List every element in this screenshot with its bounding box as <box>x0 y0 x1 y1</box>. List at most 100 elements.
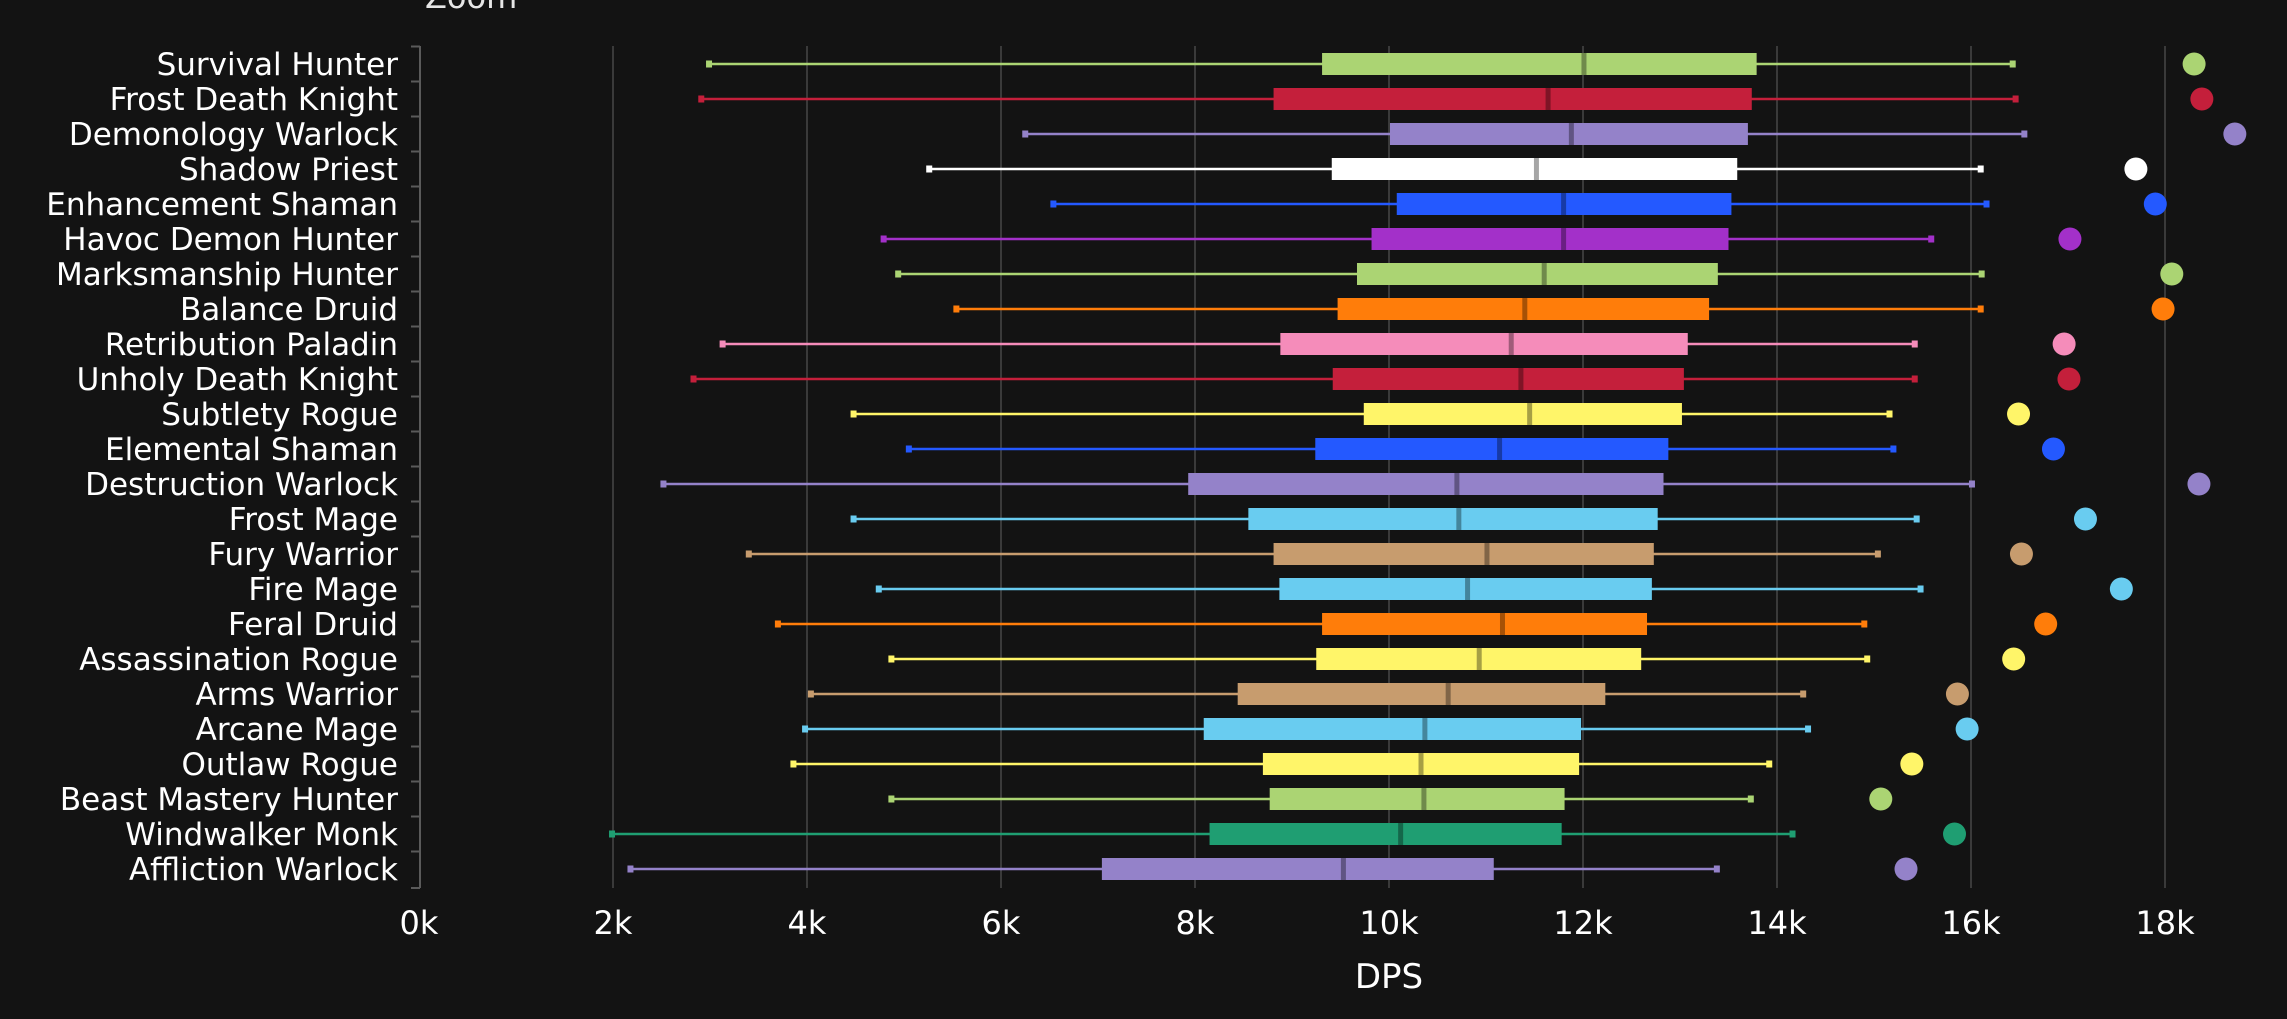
box-assassination-rogue <box>888 647 2026 671</box>
whisker-min-cap-fire-mage <box>875 585 882 593</box>
whisker-max-cap-frost-mage <box>1913 515 1920 523</box>
box-shadow-priest <box>926 157 2148 181</box>
median-mark-fury-warrior <box>1484 543 1490 565</box>
iqr-box-frost-mage <box>1248 508 1658 530</box>
whisker-max-cap-arcane-mage <box>1805 725 1812 733</box>
iqr-box-marksmanship-hunter <box>1356 263 1718 285</box>
iqr-box-beast-mastery-hunter <box>1269 788 1565 810</box>
whisker-max-cap-shadow-priest <box>1977 165 1984 173</box>
box-feral-druid <box>774 612 2058 636</box>
x-tick-labels: 0k 2k 4k 6k 8k 10k 12k 14k 16k 18k <box>400 904 2196 942</box>
category-label-arms-warrior: Arms Warrior <box>195 677 398 713</box>
iqr-box-frost-death-knight <box>1273 88 1752 110</box>
whisker-min-cap-affliction-warlock <box>627 865 634 873</box>
top-point-windwalker-monk <box>1943 822 1967 846</box>
box-frost-mage <box>850 507 2097 531</box>
x-tick-label-0k: 0k <box>400 904 439 942</box>
box-survival-hunter <box>706 52 2206 76</box>
median-mark-outlaw-rogue <box>1418 753 1424 775</box>
y-axis <box>411 45 421 889</box>
box-affliction-warlock <box>627 857 1918 881</box>
category-label-destruction-warlock: Destruction Warlock <box>85 467 398 503</box>
top-point-demonology-warlock <box>2223 122 2247 146</box>
median-mark-fire-mage <box>1465 578 1471 600</box>
box-destruction-warlock <box>660 472 2211 496</box>
x-tick-label-16k: 16k <box>1941 904 2001 942</box>
box-arms-warrior <box>807 682 1969 706</box>
median-mark-havoc-demon-hunter <box>1561 228 1567 250</box>
median-mark-frost-mage <box>1456 508 1462 530</box>
whisker-max-cap-havoc-demon-hunter <box>1928 235 1935 243</box>
iqr-box-fire-mage <box>1279 578 1652 600</box>
whisker-min-cap-outlaw-rogue <box>790 760 797 768</box>
top-point-arms-warrior <box>1945 682 1969 706</box>
top-point-outlaw-rogue <box>1900 752 1924 776</box>
category-label-fire-mage: Fire Mage <box>248 572 398 608</box>
x-tick-label-4k: 4k <box>788 904 827 942</box>
box-fury-warrior <box>745 542 2033 566</box>
whisker-min-cap-enhancement-shaman <box>1050 200 1057 208</box>
whisker-min-cap-survival-hunter <box>706 60 713 68</box>
whisker-max-cap-destruction-warlock <box>1968 480 1975 488</box>
category-label-havoc-demon-hunter: Havoc Demon Hunter <box>63 222 398 258</box>
median-mark-elemental-shaman <box>1497 438 1503 460</box>
x-tick-label-18k: 18k <box>2135 904 2195 942</box>
top-point-beast-mastery-hunter <box>1869 787 1893 811</box>
whisker-max-cap-marksmanship-hunter <box>1978 270 1985 278</box>
box-series <box>609 52 2247 881</box>
median-mark-affliction-warlock <box>1340 858 1346 880</box>
whisker-min-cap-balance-druid <box>953 305 960 313</box>
box-fire-mage <box>875 577 2133 601</box>
category-label-outlaw-rogue: Outlaw Rogue <box>181 747 398 783</box>
median-mark-destruction-warlock <box>1454 473 1460 495</box>
top-point-fire-mage <box>2109 577 2133 601</box>
whisker-max-cap-unholy-death-knight <box>1911 375 1918 383</box>
x-tick-label-14k: 14k <box>1747 904 1807 942</box>
top-point-unholy-death-knight <box>2057 367 2081 391</box>
median-mark-frost-death-knight <box>1545 88 1551 110</box>
iqr-box-elemental-shaman <box>1315 438 1669 460</box>
top-point-assassination-rogue <box>2002 647 2026 671</box>
whisker-max-cap-frost-death-knight <box>2012 95 2019 103</box>
whisker-max-cap-fury-warrior <box>1874 550 1881 558</box>
whisker-min-cap-retribution-paladin <box>719 340 726 348</box>
iqr-box-feral-druid <box>1322 613 1648 635</box>
iqr-box-unholy-death-knight <box>1332 368 1684 390</box>
whisker-min-cap-fury-warrior <box>745 550 752 558</box>
x-tick-label-8k: 8k <box>1176 904 1215 942</box>
top-point-retribution-paladin <box>2052 332 2076 356</box>
median-mark-enhancement-shaman <box>1561 193 1567 215</box>
grid-lines <box>612 46 2166 888</box>
iqr-box-arms-warrior <box>1237 683 1606 705</box>
whisker-min-cap-arms-warrior <box>807 690 814 698</box>
iqr-box-balance-druid <box>1337 298 1710 320</box>
whisker-max-cap-fire-mage <box>1917 585 1924 593</box>
whisker-min-cap-havoc-demon-hunter <box>880 235 887 243</box>
iqr-box-assassination-rogue <box>1316 648 1642 670</box>
iqr-box-destruction-warlock <box>1188 473 1664 495</box>
top-point-havoc-demon-hunter <box>2058 227 2082 251</box>
iqr-box-subtlety-rogue <box>1363 403 1682 425</box>
whisker-min-cap-unholy-death-knight <box>690 375 697 383</box>
whisker-max-cap-demonology-warlock <box>2021 130 2028 138</box>
x-tick-label-6k: 6k <box>982 904 1021 942</box>
median-mark-feral-druid <box>1499 613 1505 635</box>
whisker-min-cap-beast-mastery-hunter <box>888 795 895 803</box>
iqr-box-havoc-demon-hunter <box>1371 228 1729 250</box>
whisker-max-cap-subtlety-rogue <box>1886 410 1893 418</box>
whisker-min-cap-arcane-mage <box>802 725 809 733</box>
top-point-enhancement-shaman <box>2143 192 2167 216</box>
median-mark-retribution-paladin <box>1508 333 1514 355</box>
category-label-beast-mastery-hunter: Beast Mastery Hunter <box>60 782 398 818</box>
box-enhancement-shaman <box>1050 192 2167 216</box>
top-point-balance-druid <box>2151 297 2175 321</box>
iqr-box-affliction-warlock <box>1101 858 1494 880</box>
top-point-affliction-warlock <box>1894 857 1918 881</box>
top-point-destruction-warlock <box>2187 472 2211 496</box>
zoom-label[interactable]: Zoom <box>425 0 517 16</box>
median-mark-survival-hunter <box>1581 53 1587 75</box>
x-tick-label-12k: 12k <box>1553 904 1613 942</box>
iqr-box-arcane-mage <box>1203 718 1582 740</box>
